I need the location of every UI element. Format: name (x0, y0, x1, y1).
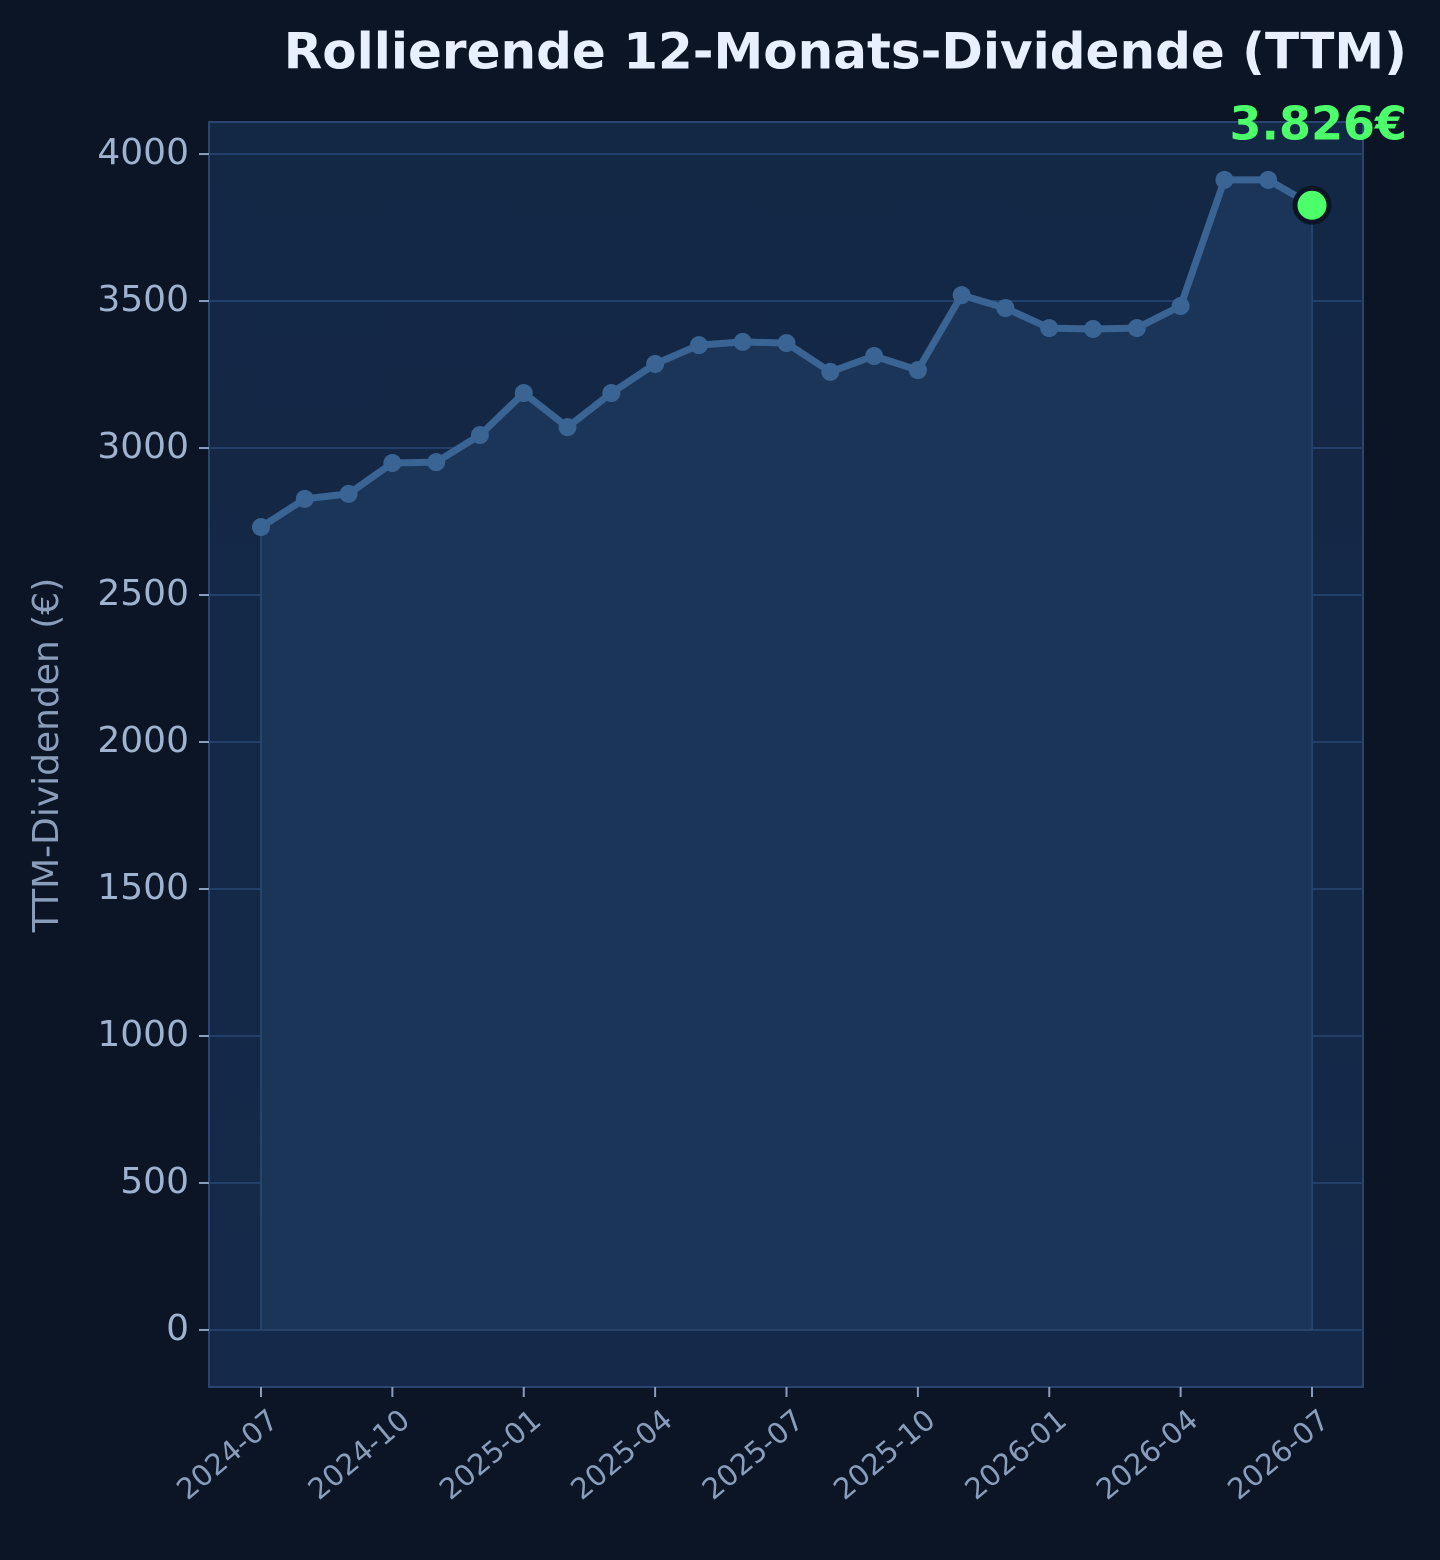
point (1171, 297, 1190, 316)
x-tick-label: 2025-07 (695, 1402, 810, 1506)
point (689, 336, 708, 355)
x-tick-label: 2025-01 (433, 1402, 548, 1506)
point (777, 334, 796, 353)
point (908, 361, 927, 380)
x-tick-label: 2025-10 (827, 1402, 942, 1506)
point (865, 347, 884, 366)
x-tick-label: 2024-07 (170, 1402, 285, 1506)
x-tick-label: 2026-07 (1221, 1402, 1336, 1506)
y-tick-label: 2000 (97, 720, 189, 761)
point (602, 384, 621, 403)
x-tick-label: 2024-10 (301, 1402, 416, 1506)
point (952, 286, 971, 305)
y-tick-label: 2500 (97, 573, 189, 614)
highlight-point (1292, 185, 1332, 225)
y-tick-label: 500 (120, 1161, 189, 1202)
point (514, 384, 533, 403)
point (383, 454, 402, 473)
point (1040, 319, 1059, 338)
point (1084, 319, 1103, 338)
y-tick-label: 3500 (97, 279, 189, 320)
point (339, 484, 358, 503)
x-tick-label: 2025-04 (564, 1402, 679, 1506)
x-tick-label: 2026-04 (1090, 1402, 1205, 1506)
point (470, 426, 489, 445)
point (295, 489, 314, 508)
x-tick-label: 2026-01 (958, 1402, 1073, 1506)
point (1215, 170, 1234, 189)
point (252, 518, 270, 537)
point (996, 299, 1015, 318)
y-axis-label: TTM-Dividenden (€) (26, 578, 67, 934)
point (558, 418, 577, 437)
y-tick-label: 3000 (97, 426, 189, 467)
point (646, 354, 665, 373)
chart-title: Rollierende 12-Monats-Dividende (TTM) (284, 23, 1407, 81)
point (1259, 170, 1278, 189)
value-label: 3.826€ (1229, 97, 1407, 151)
y-tick-label: 1000 (97, 1014, 189, 1055)
point (427, 453, 446, 472)
point (1127, 319, 1146, 338)
point (733, 332, 752, 351)
y-tick-label: 4000 (97, 132, 189, 173)
point (821, 362, 840, 381)
y-tick-label: 1500 (97, 867, 189, 908)
y-tick-label: 0 (166, 1308, 189, 1349)
